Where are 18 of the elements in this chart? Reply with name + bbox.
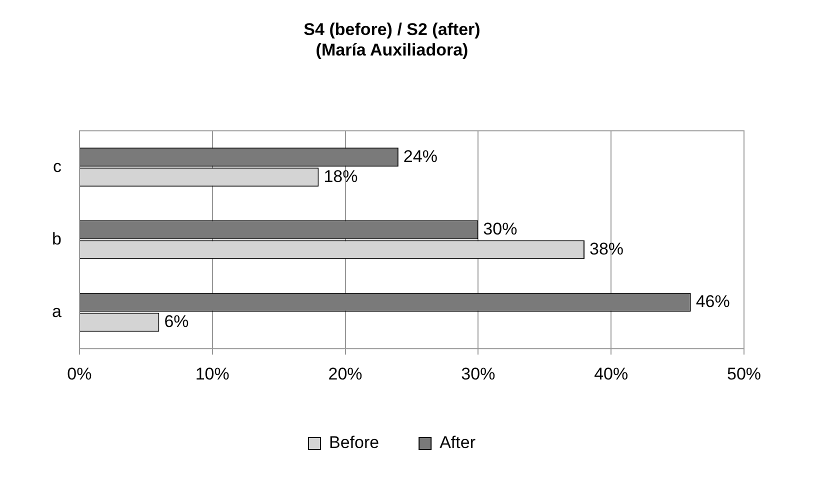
- x-tick-label: 0%: [67, 364, 92, 384]
- y-tick-label: b: [52, 229, 62, 248]
- x-tick-label: 40%: [594, 364, 628, 384]
- x-tick-label: 30%: [461, 364, 496, 384]
- data-label: 38%: [590, 239, 624, 258]
- data-label: 18%: [324, 166, 358, 186]
- data-label: 30%: [483, 219, 518, 238]
- legend-label: Before: [329, 433, 380, 452]
- legend-label: After: [440, 433, 476, 452]
- y-tick-label: a: [52, 302, 62, 321]
- data-label: 24%: [403, 146, 438, 166]
- data-label: 46%: [696, 292, 730, 312]
- x-tick-label: 20%: [328, 364, 362, 384]
- chart-title: S4 (before) / S2 (after) (María Auxiliadora): [304, 20, 480, 60]
- data-label: 6%: [164, 312, 189, 331]
- y-tick-label: c: [52, 156, 62, 176]
- x-tick-label: 10%: [195, 364, 230, 384]
- x-tick-label: 50%: [726, 364, 762, 384]
